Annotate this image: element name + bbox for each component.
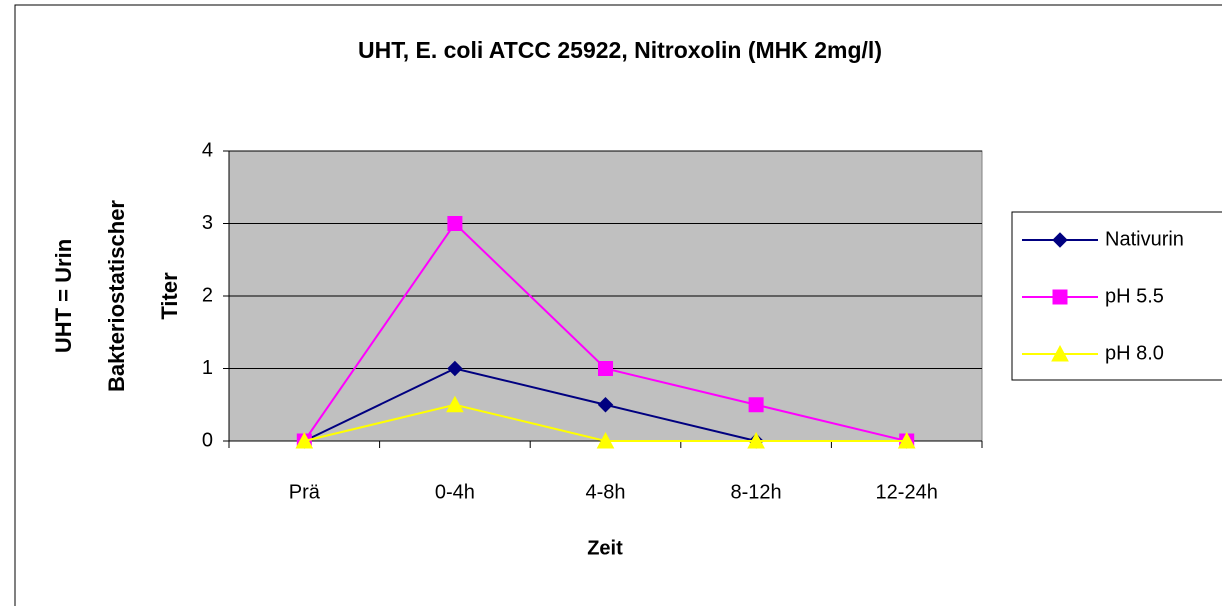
marker [295,431,314,449]
marker [897,431,916,449]
y-tick-label: 4 [202,139,213,161]
marker [598,361,613,376]
y-tick-label: 3 [202,212,213,234]
marker [1051,344,1069,362]
y-axis-title: UHT = Urin [51,239,76,353]
x-tick-label: 0-4h [435,481,475,503]
marker [1052,232,1068,248]
marker [747,431,765,449]
marker [596,431,615,449]
marker [1052,289,1068,305]
legend-label: pH 8.0 [1105,342,1164,364]
legend-label: pH 5.5 [1105,285,1164,307]
marker [447,216,463,231]
y-tick-label: 1 [202,357,213,379]
legend-label: Nativurin [1105,228,1184,250]
marker [597,397,614,413]
marker [446,395,464,413]
y-axis-title: Bakteriostatischer [104,200,129,392]
x-axis-title: Zeit [587,537,623,559]
chart-title: UHT, E. coli ATCC 25922, Nitroxolin (MHK… [358,37,882,63]
x-tick-label: 4-8h [585,481,625,503]
y-tick-label: 2 [202,284,213,306]
marker [748,397,764,413]
y-tick-label: 0 [202,429,213,451]
marker [447,360,463,377]
x-tick-label: 12-24h [876,481,938,503]
y-axis-title: Titer [157,272,182,320]
x-tick-label: 8-12h [731,481,782,503]
x-tick-label: Prä [289,481,321,503]
